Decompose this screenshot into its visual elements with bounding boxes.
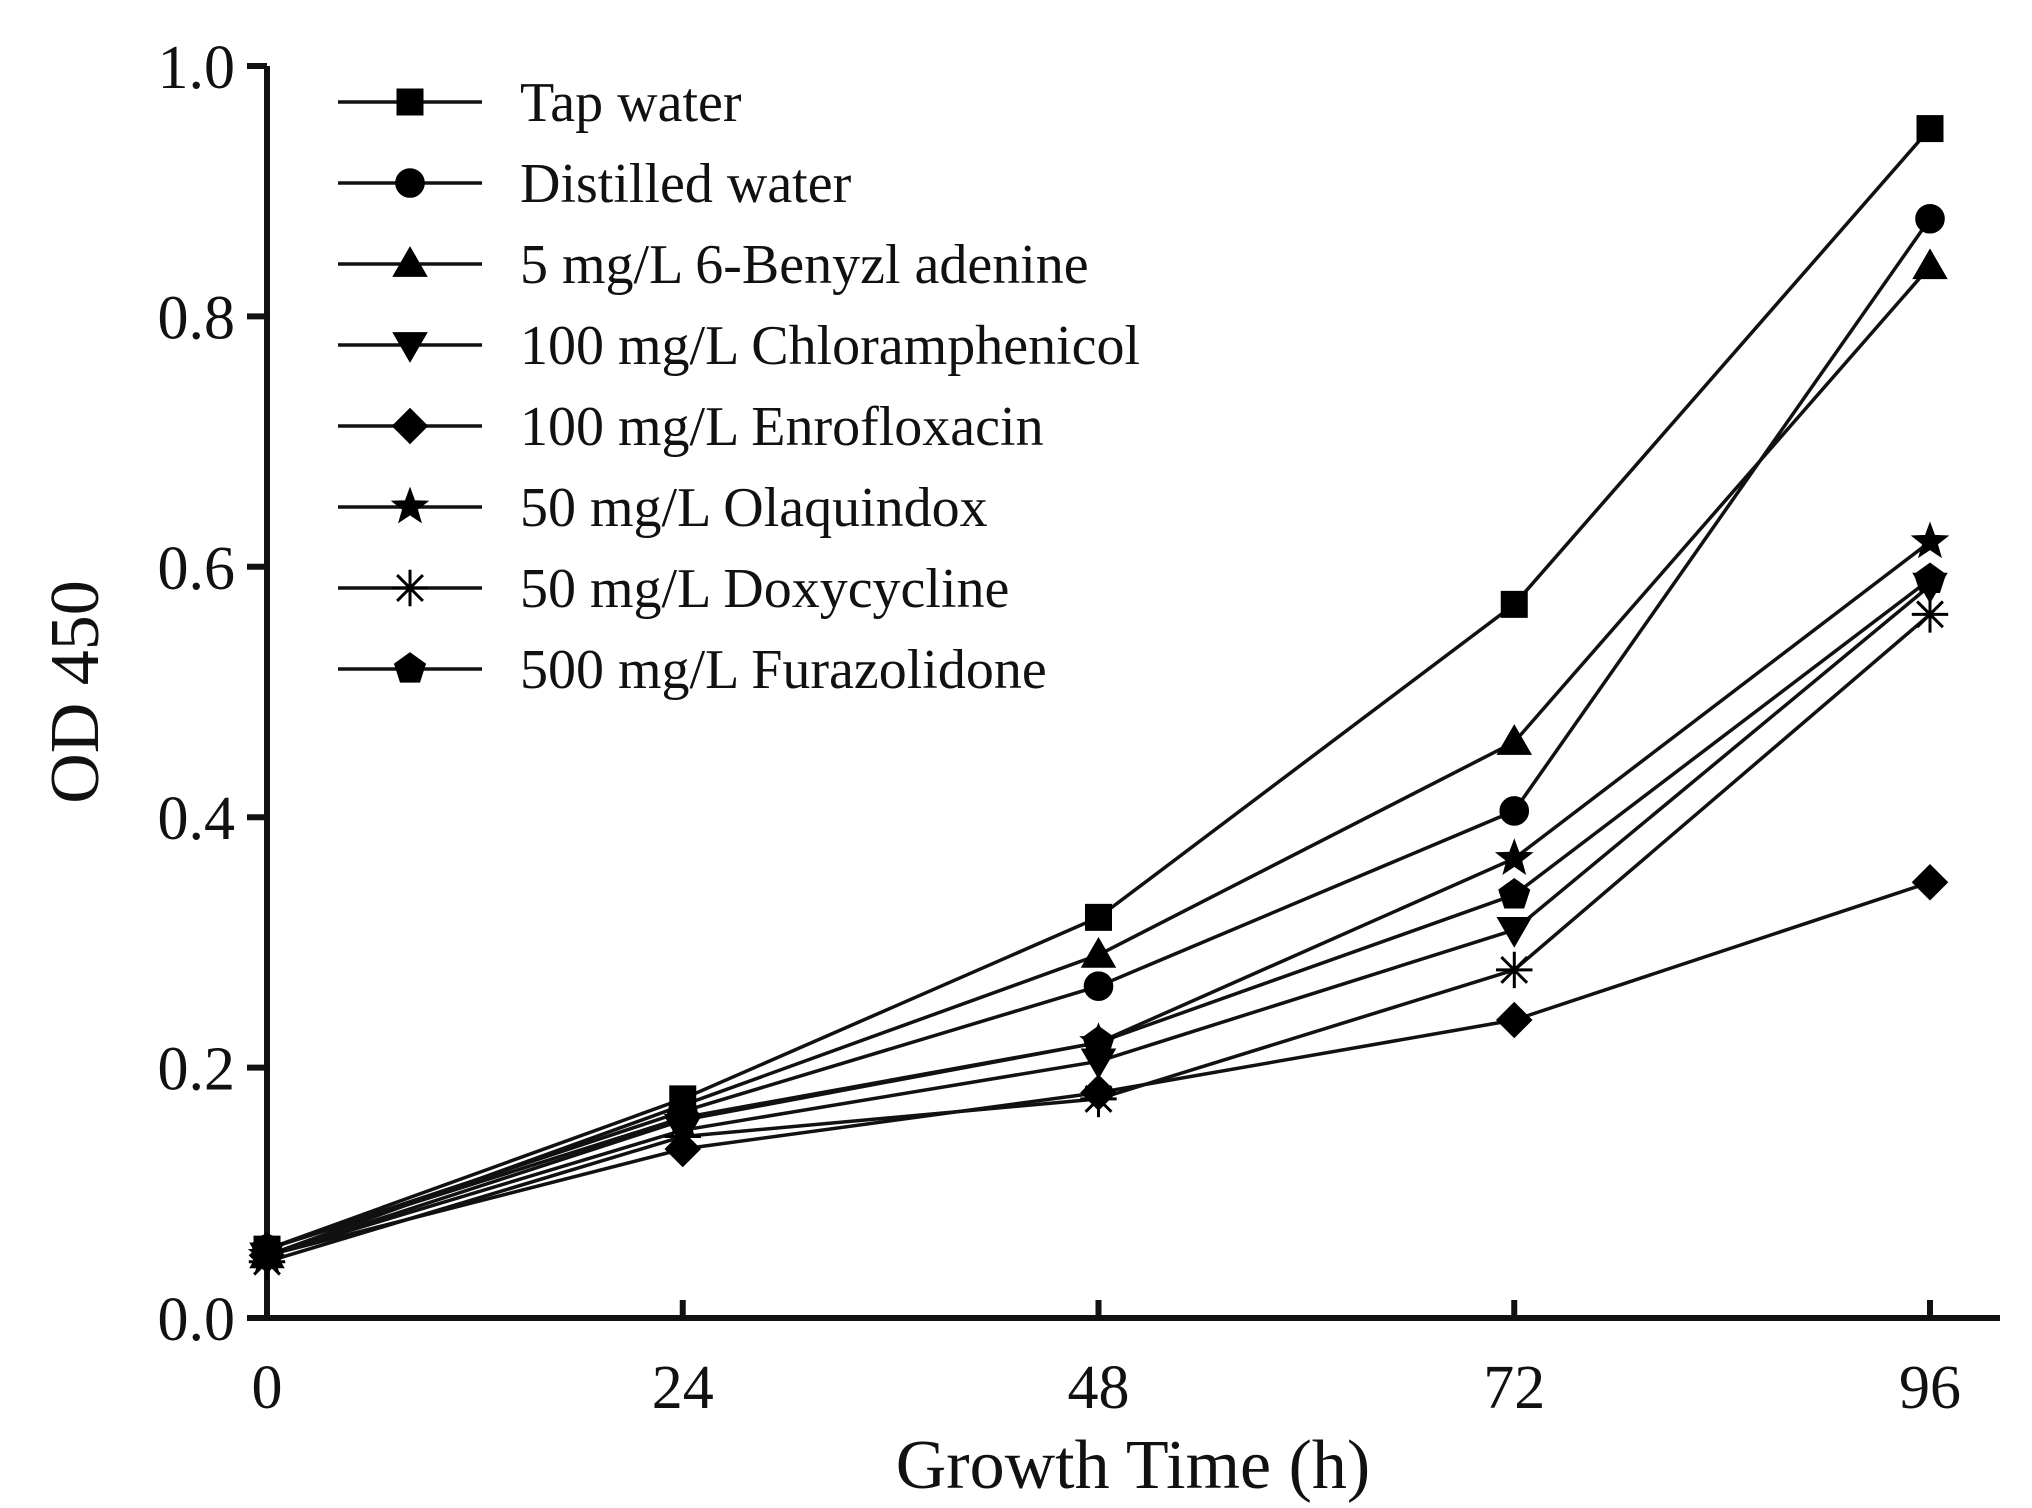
series-markers bbox=[247, 115, 1950, 1280]
legend-entry-distilled-water: Distilled water bbox=[338, 153, 852, 215]
data-point-distilled-water bbox=[1499, 796, 1530, 826]
data-point-distilled-water bbox=[1915, 203, 1945, 234]
legend: Tap water Distilled water 5 mg/L 6-Benyzl … bbox=[338, 72, 1140, 701]
data-point-500-mg-l-furazolidone bbox=[666, 1100, 699, 1132]
x-tick-label: 0 bbox=[252, 1354, 283, 1422]
x-tick-label: 24 bbox=[652, 1354, 714, 1422]
data-point-500-mg-l-furazolidone bbox=[1498, 877, 1531, 909]
legend-marker-diamond bbox=[391, 407, 429, 445]
data-point-50-mg-l-doxycycline bbox=[1911, 596, 1949, 633]
data-point-tap-water bbox=[1085, 903, 1112, 931]
legend-marker-triangle-up bbox=[392, 246, 428, 277]
data-point-5-mg-l-6-benyzl-adenine bbox=[1080, 937, 1117, 968]
series-line-50-mg-l-olaquindox bbox=[266, 540, 1932, 1258]
axes bbox=[264, 66, 2000, 1321]
legend-entry-50-mg-l-olaquindox: 50 mg/L Olaquindox bbox=[338, 477, 988, 539]
data-point-distilled-water bbox=[1083, 971, 1114, 1002]
data-point-tap-water bbox=[1916, 115, 1944, 143]
y-tick-label: 0.8 bbox=[158, 284, 236, 352]
data-point-5-mg-l-6-benyzl-adenine bbox=[1496, 724, 1533, 755]
legend-label: 5 mg/L 6-Benyzl adenine bbox=[520, 234, 1089, 296]
x-tick-label: 96 bbox=[1899, 1354, 1961, 1422]
y-tick-label: 0.4 bbox=[158, 785, 236, 853]
data-point-500-mg-l-furazolidone bbox=[1082, 1025, 1115, 1057]
data-point-tap-water bbox=[1500, 590, 1528, 618]
data-point-500-mg-l-furazolidone bbox=[250, 1232, 284, 1263]
data-point-50-mg-l-olaquindox bbox=[1494, 838, 1534, 875]
data-point-100-mg-l-enrofloxacin bbox=[1911, 864, 1949, 901]
legend-label: 100 mg/L Enrofloxacin bbox=[520, 396, 1044, 458]
legend-entry-5-mg-l-6-benyzl-adenine: 5 mg/L 6-Benyzl adenine bbox=[338, 234, 1089, 296]
ticks: 0 24 48 72 96 0.0 0.2 0.4 0.6 0.8 1.0 bbox=[158, 34, 1962, 1422]
legend-marker-triangle-down bbox=[392, 332, 428, 363]
legend-marker-square bbox=[396, 88, 424, 116]
data-point-50-mg-l-olaquindox bbox=[1910, 521, 1950, 559]
data-point-5-mg-l-6-benyzl-adenine bbox=[1912, 248, 1948, 280]
data-point-500-mg-l-furazolidone bbox=[1913, 562, 1947, 593]
legend-entry-500-mg-l-furazolidone: 500 mg/L Furazolidone bbox=[338, 639, 1047, 701]
legend-label: Distilled water bbox=[520, 153, 852, 215]
legend-label: 50 mg/L Doxycycline bbox=[520, 558, 1009, 620]
legend-label: 50 mg/L Olaquindox bbox=[520, 477, 988, 539]
legend-entry-tap-water: Tap water bbox=[338, 72, 742, 134]
legend-entry-100-mg-l-enrofloxacin: 100 mg/L Enrofloxacin bbox=[338, 396, 1044, 458]
legend-label: 100 mg/L Chloramphenicol bbox=[520, 315, 1140, 377]
data-point-50-mg-l-doxycycline bbox=[1496, 951, 1533, 989]
x-axis-title: Growth Time (h) bbox=[896, 1427, 1370, 1504]
legend-label: Tap water bbox=[520, 72, 742, 134]
x-tick-label: 48 bbox=[1068, 1354, 1130, 1422]
y-axis-title: OD 450 bbox=[37, 580, 114, 804]
y-tick-label: 0.2 bbox=[158, 1036, 236, 1104]
legend-marker-star bbox=[390, 486, 430, 524]
data-point-100-mg-l-chloramphenicol bbox=[1496, 917, 1533, 948]
y-tick-label: 0.6 bbox=[158, 535, 236, 603]
y-tick-label: 1.0 bbox=[158, 34, 236, 102]
legend-marker-circle bbox=[395, 168, 425, 198]
legend-entry-50-mg-l-doxycycline: 50 mg/L Doxycycline bbox=[338, 558, 1009, 620]
data-point-100-mg-l-enrofloxacin bbox=[1495, 1001, 1533, 1039]
legend-entry-100-mg-l-chloramphenicol: 100 mg/L Chloramphenicol bbox=[338, 315, 1140, 377]
x-tick-label: 72 bbox=[1483, 1354, 1545, 1422]
y-tick-label: 0.0 bbox=[158, 1286, 236, 1354]
legend-marker-asterisk bbox=[391, 569, 429, 607]
data-point-50-mg-l-doxycycline bbox=[1080, 1080, 1117, 1118]
legend-marker-pentagon bbox=[393, 652, 427, 683]
legend-label: 500 mg/L Furazolidone bbox=[520, 639, 1047, 701]
data-point-50-mg-l-doxycycline bbox=[664, 1118, 701, 1155]
